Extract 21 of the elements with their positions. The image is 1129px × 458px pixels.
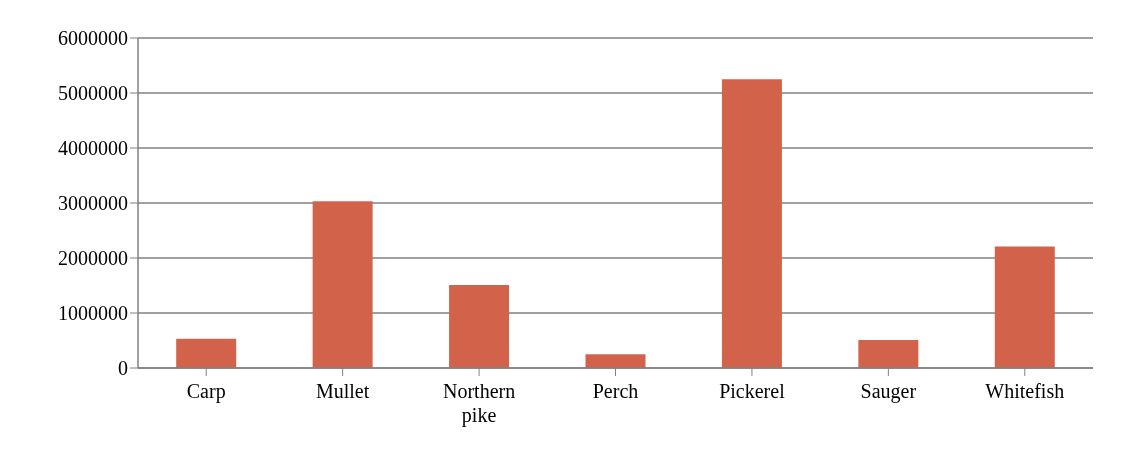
x-tick-label: Sauger [860,380,917,403]
y-tick-label: 3000000 [58,192,128,215]
bar [449,284,510,368]
y-tick-label: 5000000 [58,82,128,105]
bar [585,354,646,368]
x-tick-label: Carp [186,380,226,403]
x-tick-label: Mullet [315,380,370,402]
x-tick-label: Perch [592,380,639,402]
bar [312,201,373,368]
y-tick-label: 4000000 [58,137,128,160]
bar [994,246,1055,368]
y-tick-label: 6000000 [58,27,128,50]
x-tick-label: Northern pike [442,380,516,427]
x-tick-label: Whitefish [985,380,1065,402]
y-tick-label: 0 [118,357,128,380]
y-tick-label: 2000000 [58,247,128,270]
bar [858,339,919,368]
bar [176,338,237,368]
x-tick-label: Pickerel [719,380,786,402]
y-tick-label: 1000000 [58,302,128,325]
bar [721,79,782,368]
